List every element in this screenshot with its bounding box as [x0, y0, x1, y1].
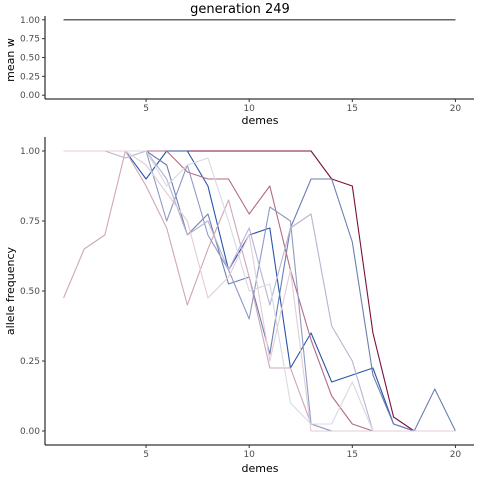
allele-frequency-y-tick-label: 0.75 — [20, 217, 40, 227]
mean-w-x-tick-label: 15 — [347, 104, 358, 114]
allele-frequency-x-tick-label: 15 — [347, 450, 358, 460]
mean-w-y-tick-label: 1.00 — [20, 16, 40, 26]
allele-frequency-y-tick-label: 0.00 — [20, 427, 40, 437]
mean-w-y-tick-label: 0.00 — [20, 91, 40, 101]
allele-frequency-x-tick-label: 5 — [143, 450, 149, 460]
allele-frequency-series-line-7 — [63, 150, 456, 432]
mean-w-x-axis-title: demes — [242, 114, 279, 127]
mean-w-x-tick-label: 5 — [143, 104, 149, 114]
mean-w-x-tick-label: 10 — [243, 104, 255, 114]
allele-frequency-panel: 0.00 0.25 0.50 0.75 1.00 5 10 15 20 — [20, 137, 474, 460]
mean-w-y-axis-title: mean w — [4, 38, 17, 82]
mean-w-y-tick-label: 0.25 — [20, 72, 40, 82]
mean-w-panel: 0.00 0.25 0.50 0.75 1.00 5 10 15 20 — [20, 16, 474, 114]
allele-frequency-series-line-4 — [63, 150, 456, 432]
allele-frequency-x-tick-label: 20 — [450, 450, 462, 460]
allele-frequency-series-line-1 — [63, 150, 456, 432]
mean-w-y-tick-label: 0.50 — [20, 54, 40, 64]
chart-title: generation 249 — [190, 2, 290, 17]
allele-frequency-y-tick-label: 1.00 — [20, 147, 40, 157]
allele-frequency-x-axis-title: demes — [242, 462, 279, 475]
mean-w-y-tick-label: 0.75 — [20, 35, 40, 45]
allele-frequency-series-line-8 — [63, 150, 456, 432]
allele-frequency-series-line-9 — [63, 150, 456, 432]
allele-frequency-series-line-5 — [63, 150, 456, 432]
mean-w-x-tick-label: 20 — [450, 104, 462, 114]
allele-frequency-y-tick-label: 0.50 — [20, 287, 40, 297]
allele-frequency-series-line-3 — [63, 150, 456, 432]
allele-frequency-y-axis-title: allele frequency — [4, 246, 17, 335]
allele-frequency-series-line-2 — [63, 150, 456, 432]
allele-frequency-series-line-6 — [63, 150, 456, 432]
allele-frequency-y-tick-label: 0.25 — [20, 357, 40, 367]
allele-frequency-x-tick-label: 10 — [243, 450, 255, 460]
